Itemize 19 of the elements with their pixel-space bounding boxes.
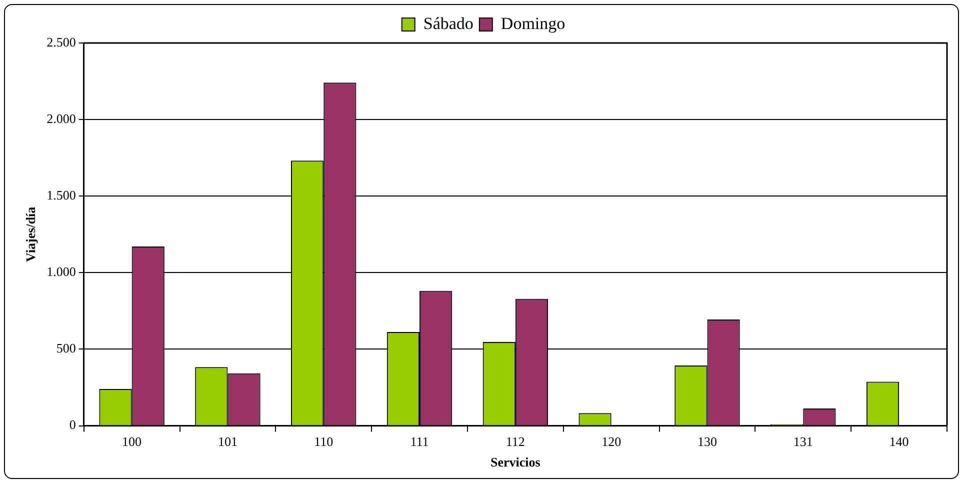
- x-tick-label: 111: [410, 434, 429, 450]
- x-tick-label: 110: [314, 434, 334, 450]
- y-tick-label: 2.000: [46, 110, 76, 126]
- x-tick-label: 140: [889, 434, 909, 450]
- x-tick-label: 120: [602, 434, 622, 450]
- x-tick-label: 100: [122, 434, 142, 450]
- x-tick-label: 112: [506, 434, 525, 450]
- x-tick-label: 131: [793, 434, 813, 450]
- y-tick-label: 500: [56, 340, 76, 356]
- y-tick-label: 2.500: [46, 34, 76, 50]
- legend-label: Domingo: [500, 14, 566, 33]
- y-tick-label: 1.500: [46, 188, 76, 203]
- x-axis-title: Servicios: [490, 454, 540, 470]
- x-tick-label: 130: [697, 434, 717, 450]
- y-tick-label: 1.000: [46, 264, 76, 280]
- legend-label: Sábado: [423, 14, 474, 33]
- x-tick-label: 101: [218, 434, 238, 450]
- y-tick-label: 0: [69, 417, 76, 432]
- y-axis-title: Viajes/día: [23, 206, 38, 262]
